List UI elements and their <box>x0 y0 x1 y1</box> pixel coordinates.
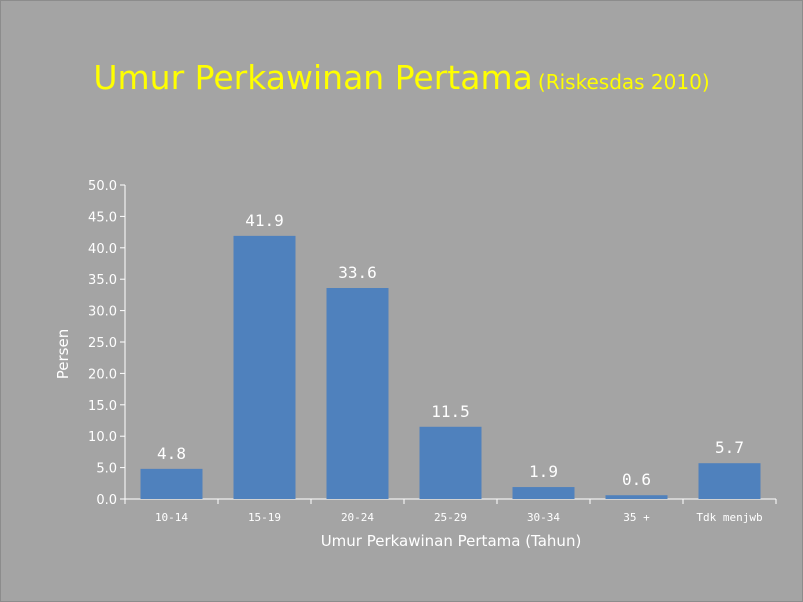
bars <box>140 235 761 500</box>
x-category-label: 25-29 <box>434 511 467 524</box>
y-tick-label: 45.0 <box>88 210 117 225</box>
bar <box>698 463 761 499</box>
y-tick-label: 30.0 <box>88 305 117 320</box>
x-category-label: Tdk menjwb <box>696 511 762 524</box>
x-category-label: 30-34 <box>527 511 560 524</box>
title-main: Umur Perkawinan Pertama <box>93 58 533 97</box>
x-axis-title: Umur Perkawinan Pertama (Tahun) <box>321 532 582 550</box>
bar <box>326 287 389 499</box>
x-category-label: 35 + <box>623 511 650 524</box>
y-axis-title: Persen <box>54 329 72 379</box>
y-tick-label: 40.0 <box>88 242 117 257</box>
y-tick-label: 5.0 <box>96 462 117 477</box>
bar <box>605 495 668 499</box>
x-category-label: 10-14 <box>155 511 188 524</box>
title-subtitle: (Riskesdas 2010) <box>537 70 710 94</box>
y-axis: 0.0 5.0 10.0 15.0 20.0 25.0 30.0 35.0 40.0 45.0 50… <box>88 179 126 508</box>
chart-title: Umur Perkawinan Pertama (Riskesdas 2010) <box>0 58 803 97</box>
x-category-label: 20-24 <box>341 511 374 524</box>
data-label: 1.9 <box>529 462 558 481</box>
y-tick-label: 35.0 <box>88 273 117 288</box>
y-tick-label: 0.0 <box>96 493 117 508</box>
y-tick-label: 50.0 <box>88 179 117 194</box>
data-label: 4.8 <box>157 444 186 463</box>
y-tick-label: 15.0 <box>88 399 117 414</box>
y-tick-label: 25.0 <box>88 336 117 351</box>
data-label: 41.9 <box>245 211 284 230</box>
data-label: 0.6 <box>622 470 651 489</box>
data-label: 5.7 <box>715 438 744 457</box>
bar <box>512 487 575 499</box>
data-labels: 4.8 41.9 33.6 11.5 1.9 0.6 5.7 <box>157 211 744 489</box>
bar <box>140 468 203 499</box>
data-label: 11.5 <box>431 402 470 421</box>
data-label: 33.6 <box>338 263 377 282</box>
bar <box>419 426 482 499</box>
bar <box>233 235 296 500</box>
y-tick-label: 10.0 <box>88 430 117 445</box>
x-category-label: 15-19 <box>248 511 281 524</box>
y-tick-label: 20.0 <box>88 367 117 382</box>
x-axis: 10-14 15-19 20-24 25-29 30-34 35 + Tdk menjwb <box>124 498 777 524</box>
